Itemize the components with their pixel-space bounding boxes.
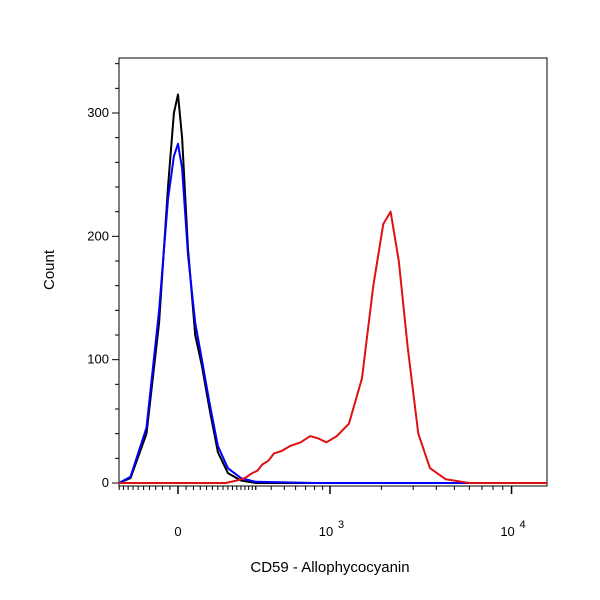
x-tick-label: 10 [319, 524, 333, 539]
histogram-series-2 [118, 142, 547, 484]
x-axis-title: CD59 - Allophycocyanin [250, 559, 409, 576]
x-tick-exponent: 4 [520, 519, 526, 531]
y-tick-label: 200 [87, 228, 109, 243]
y-tick-label: 300 [87, 105, 109, 120]
plot-frame [118, 57, 548, 487]
x-tick-exponent: 3 [338, 519, 344, 531]
y-tick-label: 0 [102, 475, 109, 490]
y-tick-label: 100 [87, 352, 109, 367]
histogram-series-3 [119, 210, 547, 484]
x-tick-label: 10 [500, 524, 514, 539]
histogram-series-1 [118, 93, 547, 484]
y-axis-title: Count [41, 249, 58, 290]
x-tick-label: 0 [174, 524, 181, 539]
